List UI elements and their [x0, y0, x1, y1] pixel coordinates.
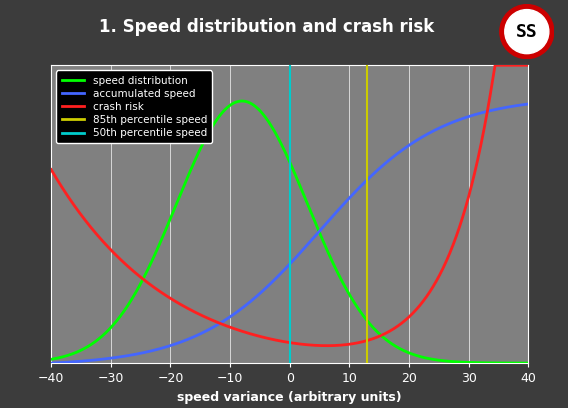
Text: SS: SS [516, 22, 538, 41]
X-axis label: speed variance (arbitrary units): speed variance (arbitrary units) [177, 391, 402, 404]
Circle shape [505, 9, 549, 54]
Legend: speed distribution, accumulated speed, crash risk, 85th percentile speed, 50th p: speed distribution, accumulated speed, c… [56, 71, 212, 143]
Circle shape [500, 4, 554, 59]
Text: 1. Speed distribution and crash risk: 1. Speed distribution and crash risk [99, 18, 435, 35]
